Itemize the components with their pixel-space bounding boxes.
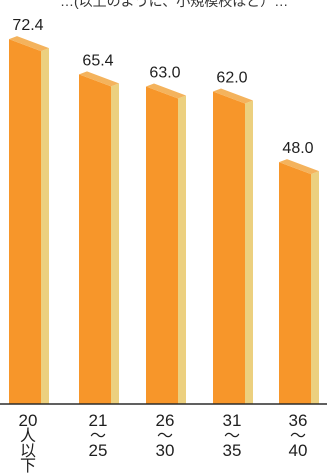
category-label-c4-line-1: 31	[223, 411, 242, 430]
bar-top-c1	[9, 36, 49, 52]
bar-side-c2	[111, 83, 119, 404]
bar-c2	[79, 71, 119, 404]
bar-side-c3	[178, 95, 186, 404]
bar-front-c4	[213, 91, 245, 405]
category-label-c5-line-1: 36	[289, 411, 308, 430]
chart-title: …(以上のように、小規模校ほど）…	[60, 0, 289, 9]
bar-top-c3	[146, 83, 186, 99]
category-label-c1-line-3: 以	[20, 443, 36, 460]
category-label-c2-line-1: 21	[89, 411, 108, 430]
value-label-c5: 48.0	[282, 140, 313, 157]
category-label-c5-line-3: 40	[289, 441, 308, 460]
category-label-c3-line-1: 26	[156, 411, 175, 430]
bar-side-c1	[41, 48, 49, 404]
bar-side-c5	[311, 171, 319, 404]
bars-layer	[9, 36, 319, 405]
bar-front-c1	[9, 39, 41, 404]
value-labels-layer: 72.4 65.4 63.0 62.0 48.0	[12, 17, 313, 157]
value-label-c1: 72.4	[12, 17, 43, 34]
bar-top-c2	[79, 71, 119, 87]
category-label-c1-line-1: 20	[19, 411, 38, 430]
bar-top-c4	[213, 88, 253, 104]
bar-front-c5	[279, 162, 311, 404]
bar-side-c4	[245, 100, 253, 405]
bar-top-c5	[279, 159, 319, 175]
category-label-c5-line-2: 〜	[290, 428, 306, 445]
bar-c3	[146, 83, 186, 404]
bar-c4	[213, 88, 253, 405]
category-label-c1-line-4: 下	[20, 458, 36, 475]
category-label-c1-line-2: 人	[20, 427, 36, 445]
category-label-c2-line-2: 〜	[90, 428, 106, 445]
category-label-c4-line-3: 35	[223, 441, 242, 460]
bar-c1	[9, 36, 49, 404]
value-label-c4: 62.0	[216, 70, 247, 87]
bar-front-c2	[79, 74, 111, 404]
category-label-c2-line-3: 25	[89, 441, 108, 460]
value-label-c3: 63.0	[149, 64, 180, 81]
category-label-c3-line-3: 30	[156, 441, 175, 460]
category-label-c3-line-2: 〜	[157, 428, 173, 445]
bar-c5	[279, 159, 319, 404]
bar-front-c3	[146, 86, 178, 404]
category-label-c4-line-2: 〜	[224, 428, 240, 445]
value-label-c2: 65.4	[82, 52, 113, 69]
